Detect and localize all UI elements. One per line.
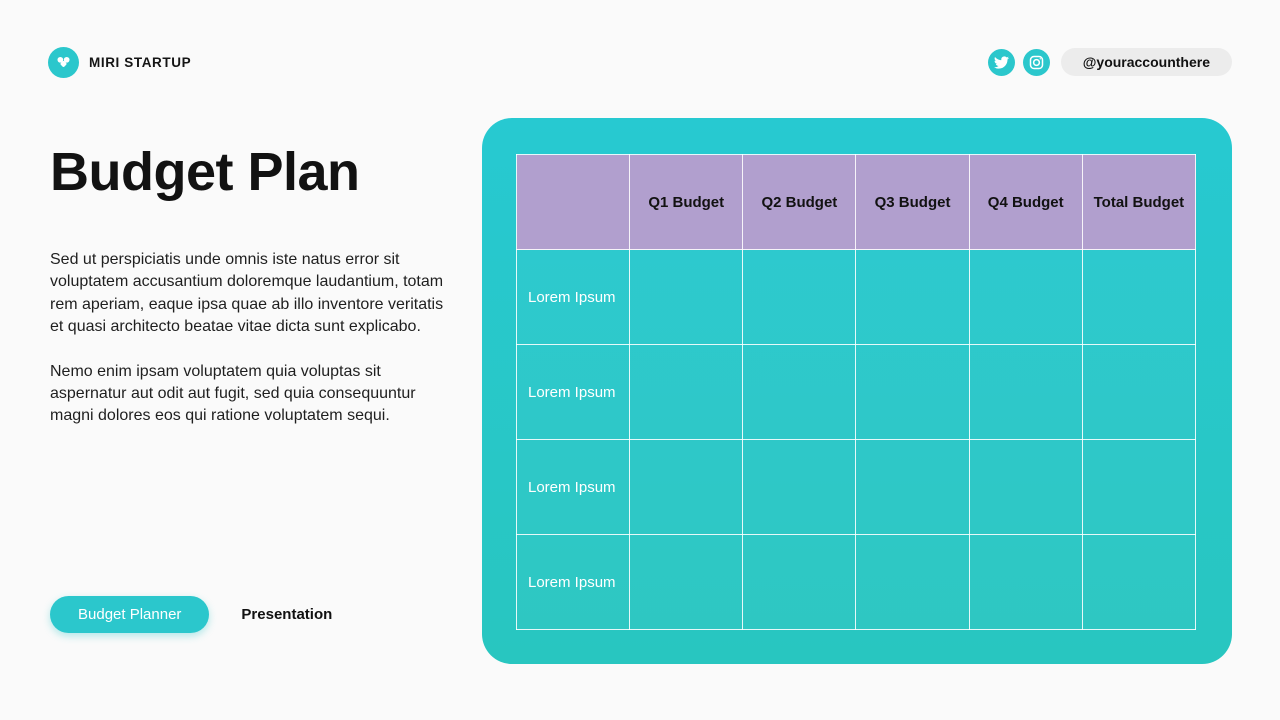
column-header-cell: Q4 Budget [968, 154, 1083, 250]
brand-name: MIRI STARTUP [89, 55, 192, 70]
table-cell [855, 439, 970, 535]
table-cell [629, 249, 744, 345]
budget-table: Q1 Budget Q2 Budget Q3 Budget Q4 Budget Tota… [515, 154, 1197, 630]
presentation-label: Presentation [241, 606, 333, 623]
table-cell [1081, 534, 1197, 630]
brand: MIRI STARTUP [48, 47, 191, 78]
table-cell [855, 344, 970, 440]
table-cell [1081, 249, 1197, 345]
table-cell [1081, 344, 1197, 440]
table-row: Lorem Ipsum [515, 534, 1197, 630]
table-cell [742, 439, 857, 535]
intro-text: Sed ut perspiciatis unde omnis iste natu… [50, 249, 446, 428]
row-label-cell: Lorem Ipsum [515, 534, 631, 630]
row-label-cell: Lorem Ipsum [515, 249, 631, 345]
brand-logo-icon [48, 47, 79, 78]
page-title: Budget Plan [50, 142, 360, 202]
table-cell [855, 534, 970, 630]
intro-paragraph-2: Nemo enim ipsam voluptatem quia voluptas… [50, 362, 416, 425]
social-bar: @youraccounthere [987, 48, 1232, 76]
table-cell [629, 534, 744, 630]
intro-paragraph-1: Sed ut perspiciatis unde omnis iste natu… [50, 251, 444, 336]
table-cell [629, 344, 744, 440]
table-cell [968, 439, 1083, 535]
table-row: Lorem Ipsum [515, 344, 1197, 440]
table-cell [742, 534, 857, 630]
table-cell [742, 249, 857, 345]
account-handle-pill[interactable]: @youraccounthere [1060, 48, 1232, 76]
table-cell [1081, 439, 1197, 535]
column-header-cell: Total Budget [1081, 154, 1197, 250]
column-header-cell: Q1 Budget [629, 154, 744, 250]
table-cell [629, 439, 744, 535]
table-cell [855, 249, 970, 345]
budget-planner-button[interactable]: Budget Planner [50, 596, 210, 633]
budget-table-body: Lorem Ipsum Lorem Ipsum Lorem Ipsum Lorem I… [515, 249, 1197, 630]
row-label-cell: Lorem Ipsum [515, 439, 631, 535]
corner-header-cell [515, 154, 631, 250]
row-label-cell: Lorem Ipsum [515, 344, 631, 440]
table-cell [968, 249, 1083, 345]
budget-card: Q1 Budget Q2 Budget Q3 Budget Q4 Budget Tota… [482, 118, 1232, 664]
table-row: Lorem Ipsum [515, 249, 1197, 345]
column-header-cell: Q3 Budget [855, 154, 970, 250]
instagram-icon[interactable] [1022, 48, 1050, 76]
budget-table-head: Q1 Budget Q2 Budget Q3 Budget Q4 Budget Tota… [515, 154, 1197, 250]
table-cell [968, 344, 1083, 440]
table-cell [742, 344, 857, 440]
table-cell [968, 534, 1083, 630]
twitter-icon[interactable] [987, 48, 1015, 76]
column-header-cell: Q2 Budget [742, 154, 857, 250]
table-row: Lorem Ipsum [515, 439, 1197, 535]
footer-tags: Budget Planner Presentation [50, 596, 332, 633]
